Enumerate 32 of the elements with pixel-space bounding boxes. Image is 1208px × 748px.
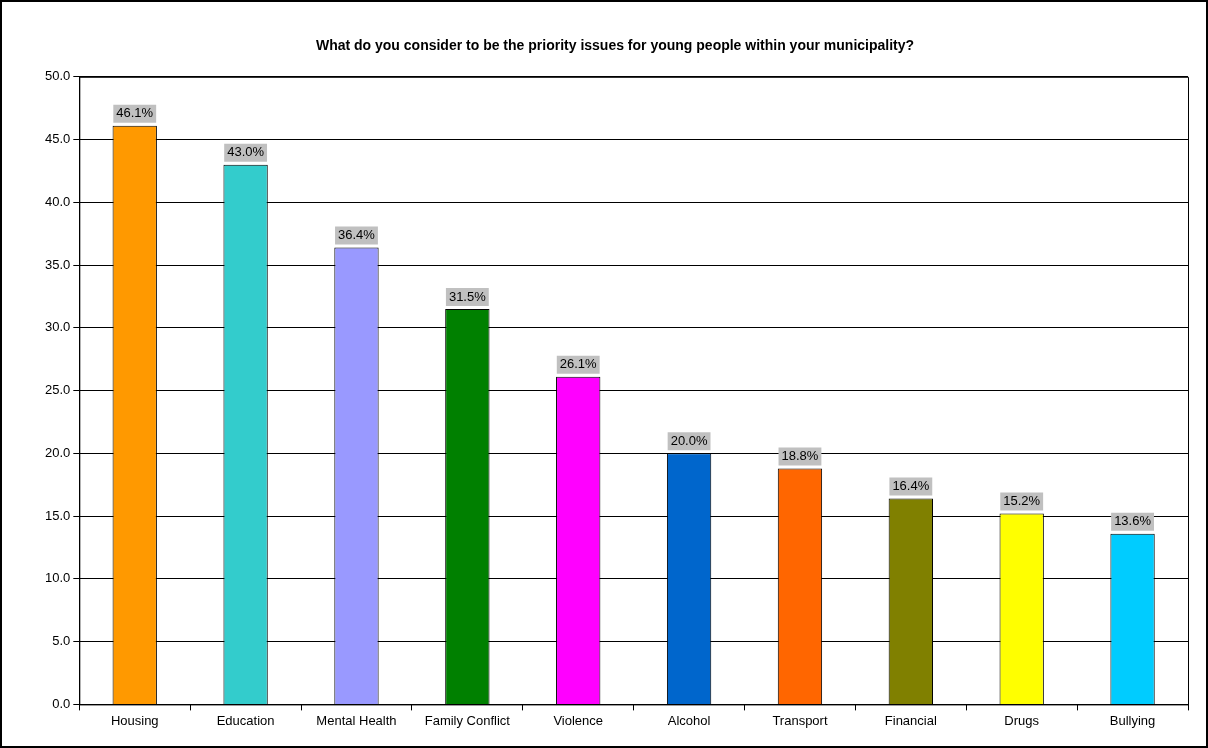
- x-tick-label: Financial: [884, 712, 937, 728]
- data-label: 43.0%: [227, 144, 265, 160]
- x-tick-label: Drugs: [1004, 712, 1040, 728]
- y-tick-label: 15.0: [44, 507, 71, 523]
- data-label: 16.4%: [892, 478, 930, 494]
- y-tick-label: 20.0: [44, 444, 71, 460]
- data-label: 31.5%: [448, 288, 487, 304]
- x-tick-label: Family Conflict: [424, 712, 511, 728]
- chart-title: What do you consider to be the priority issues for young people within your municipality?: [315, 37, 915, 54]
- y-tick-label: 40.0: [44, 193, 71, 209]
- y-tick-label: 45.0: [44, 131, 71, 147]
- data-label: 20.0%: [670, 432, 708, 448]
- y-tick-label: 0.0: [52, 695, 71, 711]
- x-tick-label: Violence: [553, 712, 604, 728]
- y-tick-label: 25.0: [44, 382, 71, 398]
- x-tick-label: Transport: [772, 712, 828, 728]
- data-label: 15.2%: [1003, 493, 1041, 509]
- y-tick-label: 10.0: [44, 570, 71, 586]
- data-label: 13.6%: [1114, 513, 1152, 529]
- x-tick-label: Housing: [110, 712, 159, 728]
- data-label: 26.1%: [559, 356, 598, 372]
- x-tick-label: Education: [216, 712, 275, 728]
- y-tick-label: 5.0: [52, 633, 71, 649]
- x-tick-label: Bullying: [1109, 712, 1156, 728]
- y-tick-label: 35.0: [44, 256, 71, 272]
- y-tick-label: 50.0: [44, 68, 71, 84]
- y-tick-label: 30.0: [44, 319, 71, 335]
- data-label: 36.4%: [338, 227, 376, 243]
- data-label: 46.1%: [116, 105, 154, 121]
- data-label: 18.8%: [781, 448, 819, 463]
- x-tick-label: Alcohol: [667, 712, 711, 728]
- x-tick-label: Mental Health: [316, 712, 397, 728]
